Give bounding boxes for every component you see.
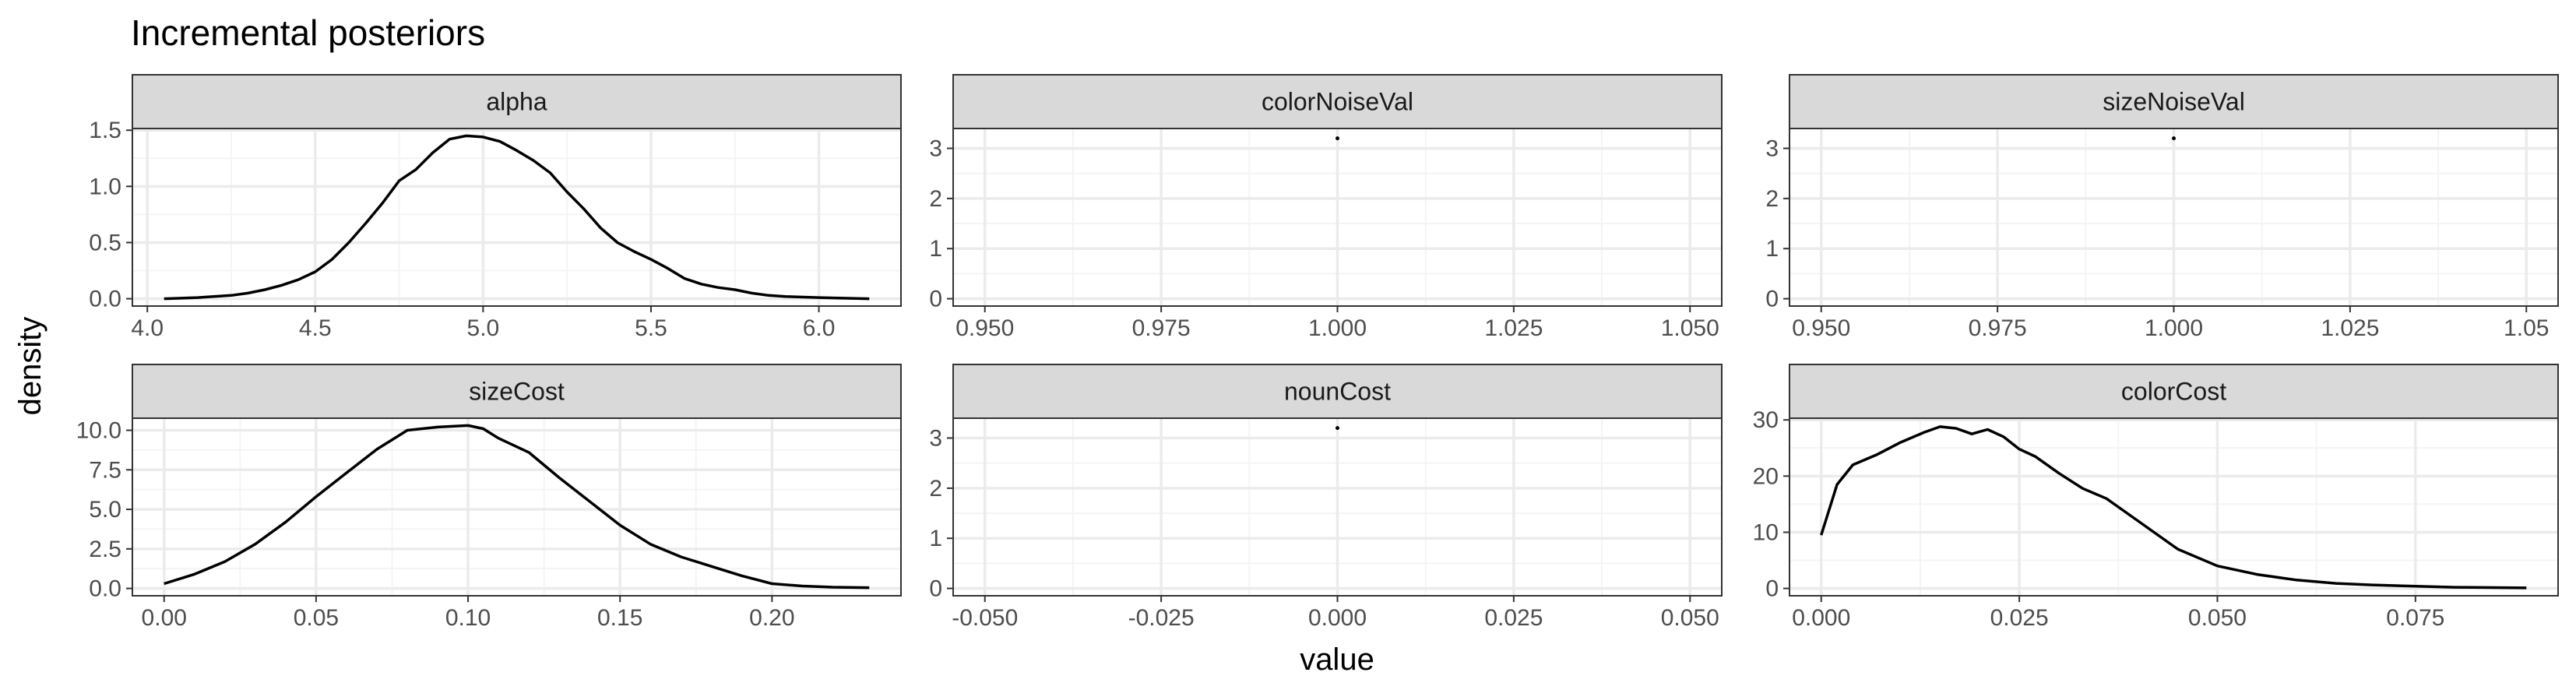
chart-title: Incremental posteriors <box>131 12 485 53</box>
x-tick-label: 4.5 <box>299 315 332 341</box>
panel-border-nounCost <box>952 417 1723 597</box>
y-tick-label: 2 <box>929 186 942 212</box>
x-tick-label: 0.975 <box>1132 315 1191 341</box>
x-tick-label: 1.05 <box>2504 315 2549 341</box>
x-tick-label: 0.075 <box>2386 605 2444 631</box>
data-point-nounCost <box>1336 426 1339 431</box>
panel-bg-colorCost <box>1789 418 2558 596</box>
x-tick-label: 1.025 <box>2321 315 2379 341</box>
panel-border-sizeNoiseVal <box>1789 128 2559 307</box>
x-tick-label: 0.025 <box>1484 605 1543 631</box>
y-tick-label: 3 <box>929 136 942 162</box>
x-axis-title: value <box>1300 642 1374 677</box>
y-tick-label: 20 <box>1753 463 1779 489</box>
strip-colorNoiseVal <box>952 74 1723 129</box>
strip-label-colorNoiseVal: colorNoiseVal <box>1262 88 1413 116</box>
x-tick-label: 0.050 <box>1661 605 1719 631</box>
data-point-sizeNoiseVal <box>2172 136 2176 141</box>
density-line-alpha <box>164 134 870 301</box>
y-tick-label: 2.5 <box>89 537 121 562</box>
y-tick-label: 10.0 <box>76 418 121 444</box>
x-tick-label: 0.20 <box>749 605 794 631</box>
y-tick-label: 30 <box>1753 407 1779 433</box>
facet-colorNoiseVal: colorNoiseVal 0.950 0.975 1.000 1.025 1.050 0 1… <box>929 74 1723 341</box>
y-tick-label: 0 <box>929 287 942 312</box>
y-tick-label: 2 <box>929 476 942 502</box>
x-tick-label: -0.025 <box>1128 605 1195 631</box>
panel-bg-alpha <box>132 128 901 306</box>
x-tick-label: 1.000 <box>1308 315 1367 341</box>
strip-colorCost <box>1789 364 2559 419</box>
x-tick-label: 0.975 <box>1969 315 2027 341</box>
x-tick-label: 4.0 <box>131 315 164 341</box>
y-axis-title: density <box>13 317 48 416</box>
x-tick-label: 0.10 <box>445 605 491 631</box>
x-tick-label: 1.050 <box>1661 315 1719 341</box>
panel-border-sizeCost <box>132 417 902 597</box>
panel-border-colorCost <box>1789 417 2559 597</box>
facet-nounCost: nounCost -0.050 -0.025 0.000 0.025 0.050 0 1 2 3 <box>929 364 1723 631</box>
y-tick-label: 3 <box>1765 136 1779 162</box>
x-tick-label: 0.00 <box>142 605 187 631</box>
x-tick-label: 5.0 <box>467 315 500 341</box>
x-tick-label: 0.15 <box>597 605 642 631</box>
data-point-colorNoiseVal <box>1336 136 1339 141</box>
x-tick-label: 0.050 <box>2188 605 2247 631</box>
x-tick-label: 0.950 <box>1792 315 1850 341</box>
x-tick-label: 0.05 <box>294 605 339 631</box>
strip-label-nounCost: nounCost <box>1284 378 1391 406</box>
y-tick-label: 1 <box>929 236 942 262</box>
x-tick-label: -0.050 <box>952 605 1018 631</box>
strip-alpha <box>132 74 902 129</box>
y-tick-label: 5.0 <box>89 497 121 523</box>
facet-sizeCost: sizeCost 0.00 0.05 0.10 0.15 0.20 0.0 2.5 5.0 7.5… <box>76 364 902 631</box>
y-tick-label: 2 <box>1765 186 1779 212</box>
x-tick-label: 1.025 <box>1484 315 1543 341</box>
strip-label-sizeCost: sizeCost <box>469 378 565 406</box>
y-tick-label: 0 <box>1765 576 1779 602</box>
x-tick-label: 0.950 <box>955 315 1014 341</box>
strip-sizeNoiseVal <box>1789 74 2559 129</box>
facet-colorCost: colorCost 0.000 0.025 0.050 0.075 0 10 20 30 <box>1753 364 2559 631</box>
facet-panels: alpha 4.0 4.5 5.0 5.5 6.0 0.0 0.5 1.0 1.5 colorNoi… <box>76 74 2559 631</box>
x-tick-label: 5.5 <box>635 315 667 341</box>
y-tick-label: 0.5 <box>89 230 121 255</box>
strip-label-sizeNoiseVal: sizeNoiseVal <box>2103 88 2245 116</box>
y-tick-label: 1.0 <box>89 174 121 199</box>
x-tick-label: 0.025 <box>1990 605 2049 631</box>
density-line-colorCost <box>1820 425 2527 590</box>
panel-border-alpha <box>132 128 902 307</box>
panel-border-colorNoiseVal <box>952 128 1723 307</box>
y-tick-label: 0 <box>1765 287 1779 312</box>
facet-sizeNoiseVal: sizeNoiseVal 0.950 0.975 1.000 1.025 1.05 0 1 2 3 <box>1765 74 2559 341</box>
y-tick-label: 7.5 <box>89 457 121 483</box>
y-tick-label: 0.0 <box>89 287 121 312</box>
y-tick-label: 3 <box>929 426 942 452</box>
x-tick-label: 6.0 <box>803 315 836 341</box>
density-line-sizeCost <box>164 424 870 590</box>
y-tick-label: 0.0 <box>89 576 121 602</box>
x-tick-label: 1.000 <box>2145 315 2203 341</box>
y-tick-label: 10 <box>1753 519 1779 545</box>
facet-alpha: alpha 4.0 4.5 5.0 5.5 6.0 0.0 0.5 1.0 1.5 <box>89 74 902 341</box>
x-tick-label: 0.000 <box>1792 605 1850 631</box>
x-tick-label: 0.000 <box>1308 605 1367 631</box>
strip-label-alpha: alpha <box>486 88 547 116</box>
strip-label-colorCost: colorCost <box>2121 378 2226 406</box>
y-tick-label: 1 <box>1765 236 1779 262</box>
y-tick-label: 1 <box>929 526 942 551</box>
y-tick-label: 1.5 <box>89 118 121 143</box>
y-tick-label: 0 <box>929 576 942 602</box>
